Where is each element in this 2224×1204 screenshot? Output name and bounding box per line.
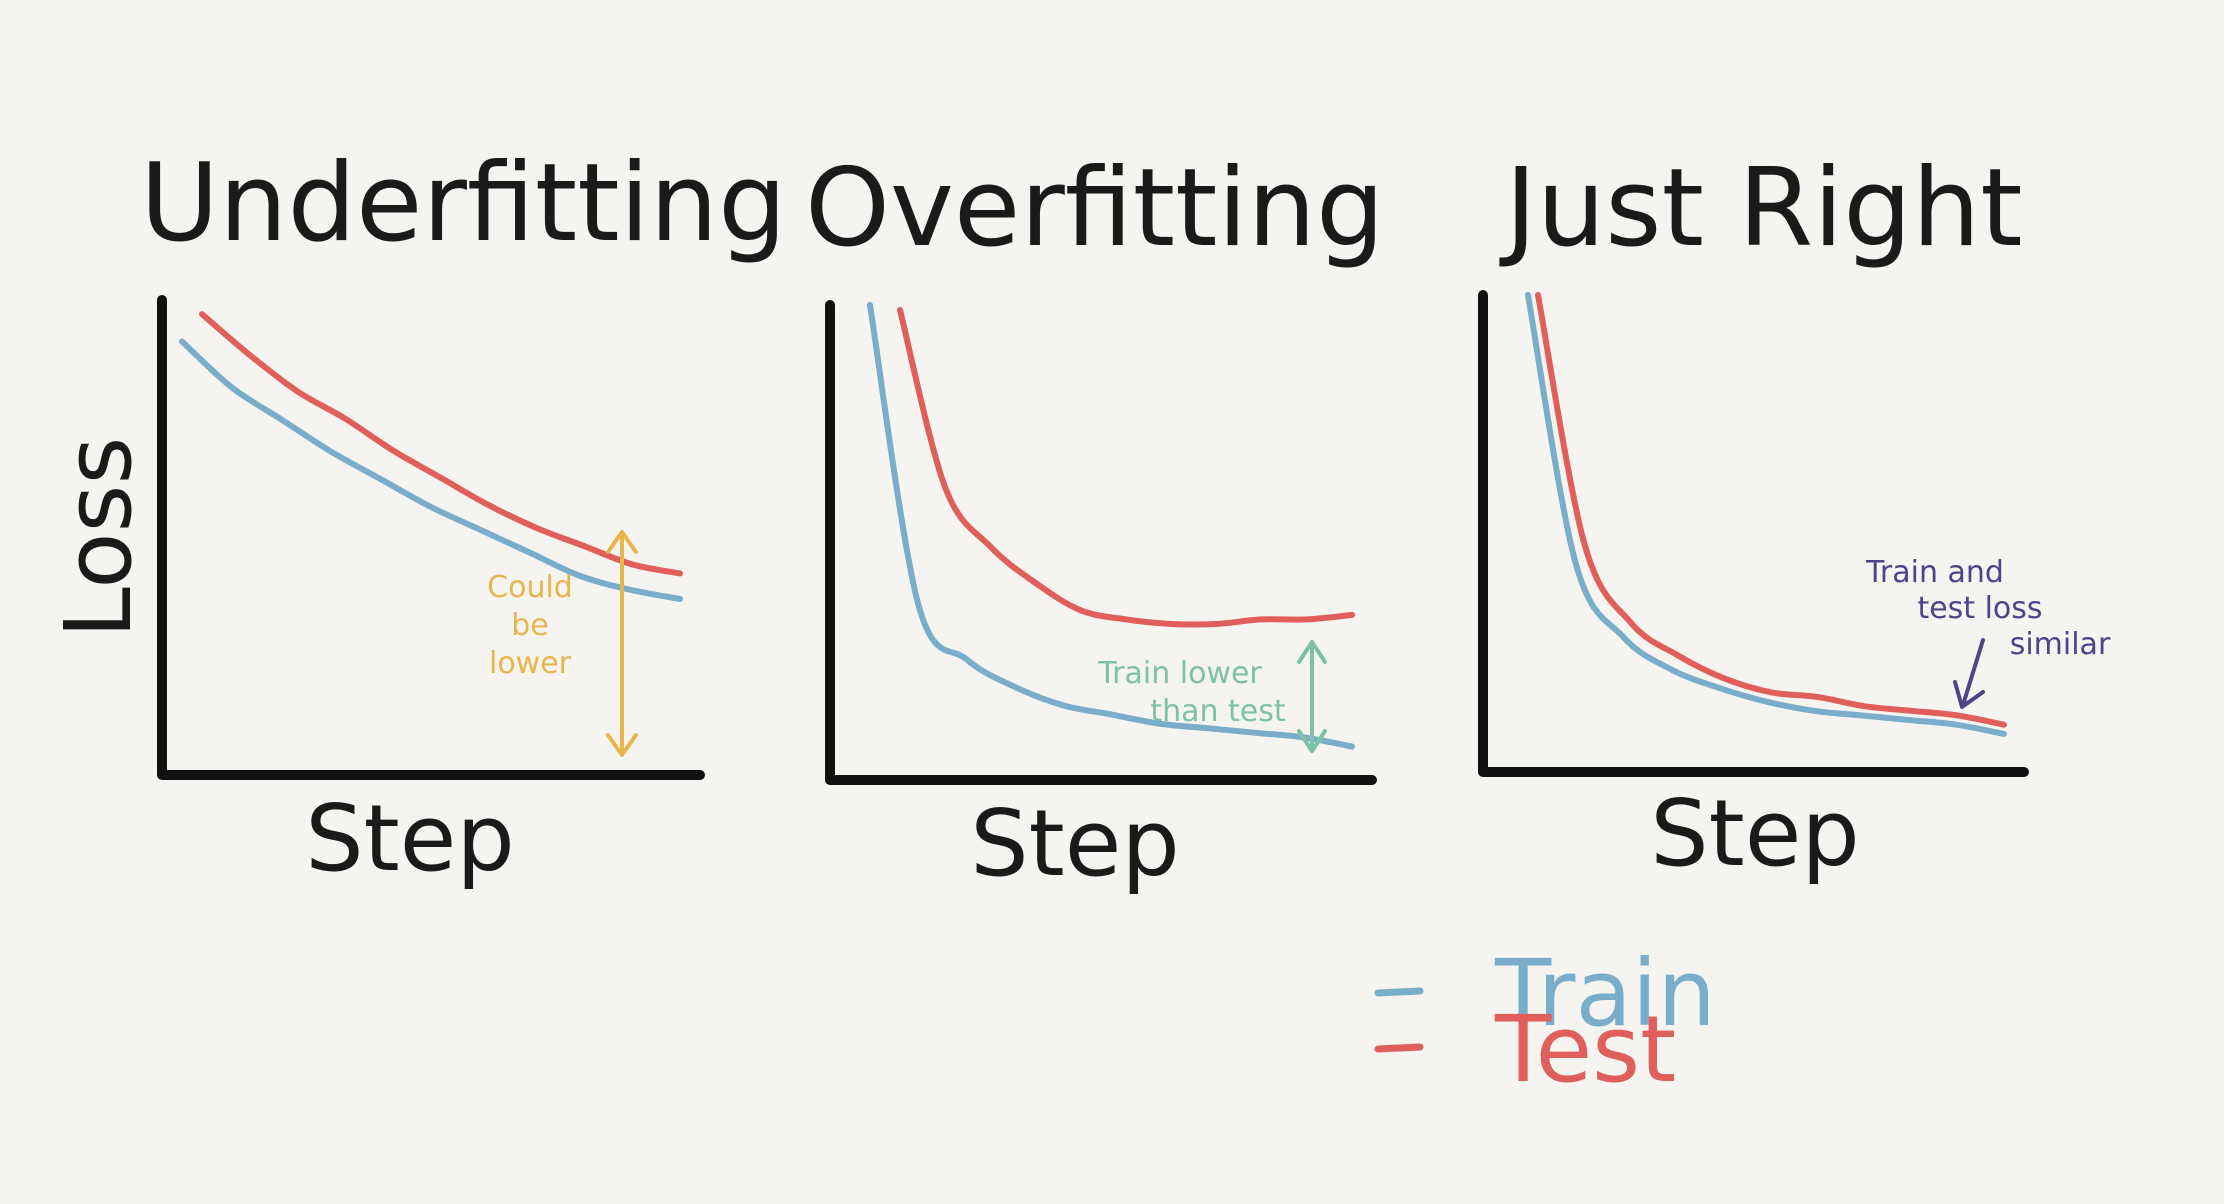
series-line-test: [897, 307, 1355, 628]
annotation-text: test loss: [1917, 591, 2042, 626]
legend-label: Train: [1494, 940, 1716, 1047]
series-line-test: [1535, 292, 2007, 728]
legend-swatch: [1374, 1043, 1424, 1053]
chart-title: Underfitting: [140, 141, 787, 266]
series-line-train: [179, 338, 683, 602]
x-axis-label: Step: [1650, 780, 1859, 887]
legend-label: Test: [1494, 996, 1676, 1103]
annotation-text: lower: [489, 646, 572, 681]
annotation-text: similar: [2010, 627, 2111, 662]
series-line-train: [867, 302, 1355, 750]
chart-title: Just Right: [1499, 146, 2023, 271]
axes: [157, 295, 705, 780]
gap-arrow: [606, 530, 638, 757]
annotation-text: than test: [1150, 694, 1286, 729]
x-axis-label: Step: [305, 785, 514, 892]
x-axis-label: Step: [970, 790, 1179, 897]
pointer-arrow: [1953, 638, 1985, 709]
legend-swatch: [1374, 987, 1424, 997]
gap-arrow: [1297, 640, 1327, 753]
legend-item-test: Test: [1374, 996, 1676, 1103]
annotation-text: Train lower: [1097, 656, 1262, 691]
series-line-train: [1525, 292, 2007, 737]
series-line-test: [199, 311, 683, 577]
chart-title: Overfitting: [805, 146, 1385, 271]
y-axis-label: Loss: [45, 437, 152, 639]
axes: [825, 300, 1377, 785]
annotation-text: Could: [487, 570, 573, 605]
legend-item-train: Train: [1374, 940, 1716, 1047]
annotation-text: be: [511, 608, 549, 643]
axes: [1478, 290, 2029, 777]
annotation-text: Train and: [1865, 555, 2004, 590]
